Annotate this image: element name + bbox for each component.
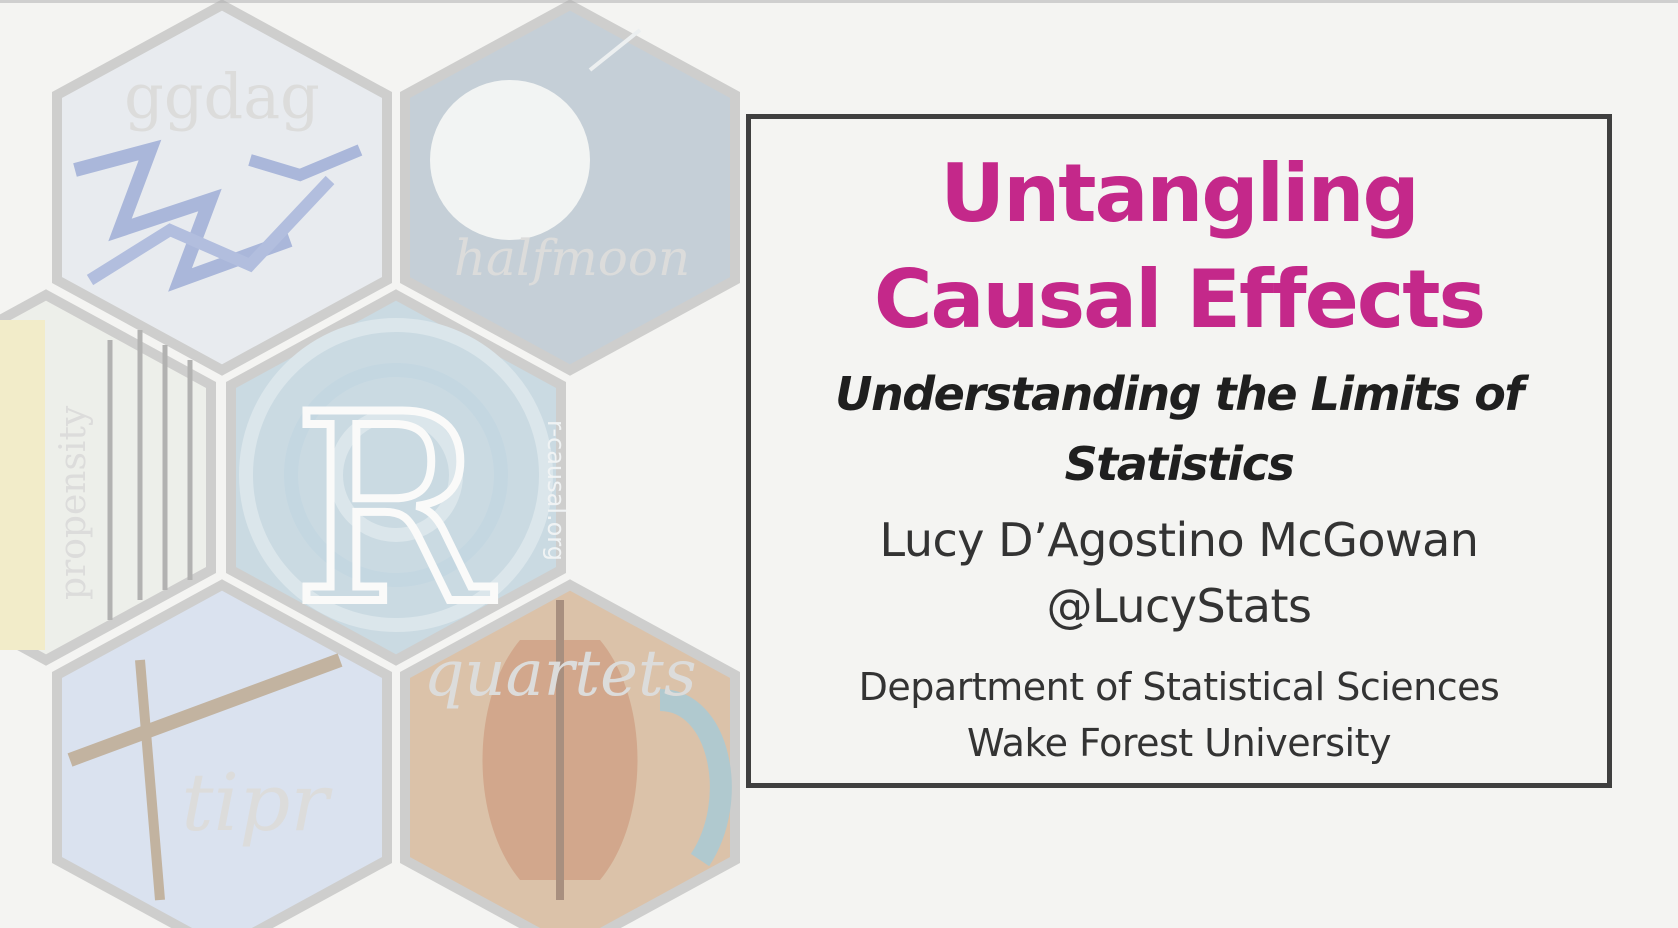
r-causal-hex-sticker: R r-causal.org <box>226 289 570 666</box>
subtitle-line-2: Statistics <box>1064 437 1295 491</box>
quartets-hex-sticker: quartets <box>400 579 740 928</box>
slide-title: Untangling Causal Effects <box>751 141 1607 353</box>
title-line-1: Untangling <box>940 147 1419 240</box>
propensity-hex-sticker: propensity <box>0 289 216 666</box>
hex-sticker-collage: ggdag halfmoon propensity R r-causal.org… <box>0 0 740 928</box>
author-name: Lucy D’Agostino McGowan <box>879 513 1479 567</box>
author-handle: @LucyStats <box>1046 579 1312 633</box>
top-rule <box>0 0 1678 3</box>
subtitle-line-1: Understanding the Limits of <box>835 367 1524 421</box>
tipr-label: tipr <box>181 756 333 849</box>
r-causal-url-label: r-causal.org <box>542 420 570 561</box>
affiliation-block: Department of Statistical Sciences Wake … <box>751 659 1607 771</box>
ggdag-label: ggdag <box>124 60 320 133</box>
tipr-hex-sticker: tipr <box>52 579 392 928</box>
university-name: Wake Forest University <box>967 721 1391 765</box>
title-card: Untangling Causal Effects Understanding … <box>746 114 1612 788</box>
halfmoon-hex-sticker: halfmoon <box>400 0 740 376</box>
slide-subtitle: Understanding the Limits of Statistics <box>791 359 1567 499</box>
title-line-2: Causal Effects <box>873 253 1486 346</box>
halfmoon-label: halfmoon <box>454 229 690 287</box>
r-causal-logo-letter: R <box>292 360 495 662</box>
author-block: Lucy D’Agostino McGowan @LucyStats <box>751 507 1607 639</box>
propensity-label: propensity <box>53 405 94 600</box>
quartets-label: quartets <box>423 637 696 711</box>
ggdag-hex-sticker: ggdag <box>52 0 392 376</box>
department-name: Department of Statistical Sciences <box>858 665 1500 709</box>
